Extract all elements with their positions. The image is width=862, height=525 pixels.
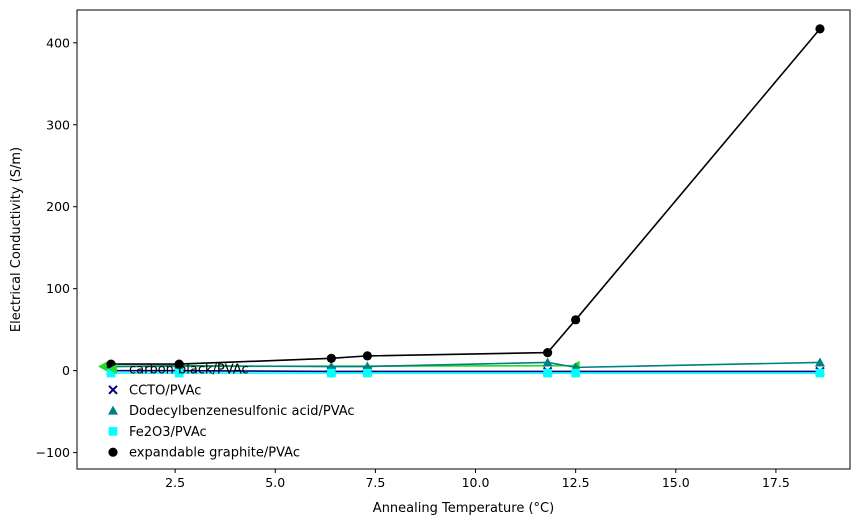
x-tick-label: 7.5	[365, 475, 385, 490]
legend-label-4: expandable graphite/PVAc	[129, 446, 300, 461]
legend-marker-0	[108, 364, 117, 374]
data-point-2-3	[362, 361, 373, 371]
series-4	[106, 24, 825, 369]
legend-label-3: Fe2O3/PVAc	[129, 425, 207, 440]
legend-item-4: expandable graphite/PVAc	[108, 446, 300, 461]
legend: carbon black/PVAc CCTO/PVAc Dodecylbenzene…	[108, 363, 355, 461]
data-point-4-2	[326, 353, 336, 363]
legend-marker-4	[108, 447, 118, 457]
series-line-1	[111, 369, 820, 373]
legend-label-0: carbon black/PVAc	[129, 363, 249, 378]
x-tick-label: 5.0	[265, 475, 285, 490]
data-point-3-1	[174, 368, 184, 378]
legend-item-3: Fe2O3/PVAc	[108, 425, 207, 440]
y-tick-label: 200	[46, 199, 70, 214]
series-layer	[98, 24, 825, 378]
x-tick-label: 15.0	[662, 475, 690, 490]
data-point-3-6	[815, 368, 825, 378]
x-axis-label: Annealing Temperature (°C)	[373, 501, 554, 516]
y-axis-ticks: −100 0 100 200 300 400	[36, 35, 77, 460]
legend-marker-2	[108, 405, 118, 415]
data-point-2-6	[814, 357, 825, 367]
plot-frame	[76, 9, 851, 470]
legend-marker-3	[108, 427, 118, 436]
y-axis-label: Electrical Conductivity (S/m)	[9, 147, 24, 332]
legend-item-0: carbon black/PVAc	[108, 363, 249, 378]
y-tick-label: 400	[46, 35, 70, 50]
data-point-3-4	[543, 368, 552, 378]
legend-item-2: Dodecylbenzenesulfonic acid/PVAc	[108, 404, 355, 419]
data-point-2-4	[542, 357, 553, 367]
data-point-2-2	[326, 361, 337, 371]
data-point-4-1	[174, 359, 184, 369]
data-point-0-0	[98, 361, 108, 372]
data-point-4-6	[815, 24, 825, 34]
x-tick-label: 2.5	[165, 475, 185, 490]
series-line-4	[111, 28, 821, 365]
x-tick-label: 10.0	[462, 475, 490, 490]
x-tick-label: 17.5	[762, 475, 790, 490]
data-point-3-3	[363, 368, 372, 378]
legend-marker-1	[108, 385, 118, 395]
data-point-4-5	[571, 315, 581, 325]
data-point-3-0	[106, 368, 116, 378]
legend-label-2: Dodecylbenzenesulfonic acid/PVAc	[129, 404, 355, 419]
legend-item-1: CCTO/PVAc	[108, 383, 201, 398]
y-tick-label: 100	[46, 281, 70, 296]
y-tick-label: 300	[46, 117, 70, 132]
data-point-4-4	[543, 348, 553, 358]
y-tick-label: 0	[62, 363, 70, 378]
legend-label-1: CCTO/PVAc	[129, 383, 201, 398]
series-3	[106, 368, 825, 378]
data-point-3-5	[571, 368, 580, 378]
data-point-4-3	[362, 351, 372, 361]
x-tick-label: 12.5	[562, 475, 590, 490]
data-point-3-2	[327, 368, 336, 378]
y-tick-label: −100	[36, 445, 70, 460]
x-axis-ticks: 2.5 5.0 7.5 10.0 12.5 15.0 17.5	[165, 469, 790, 490]
